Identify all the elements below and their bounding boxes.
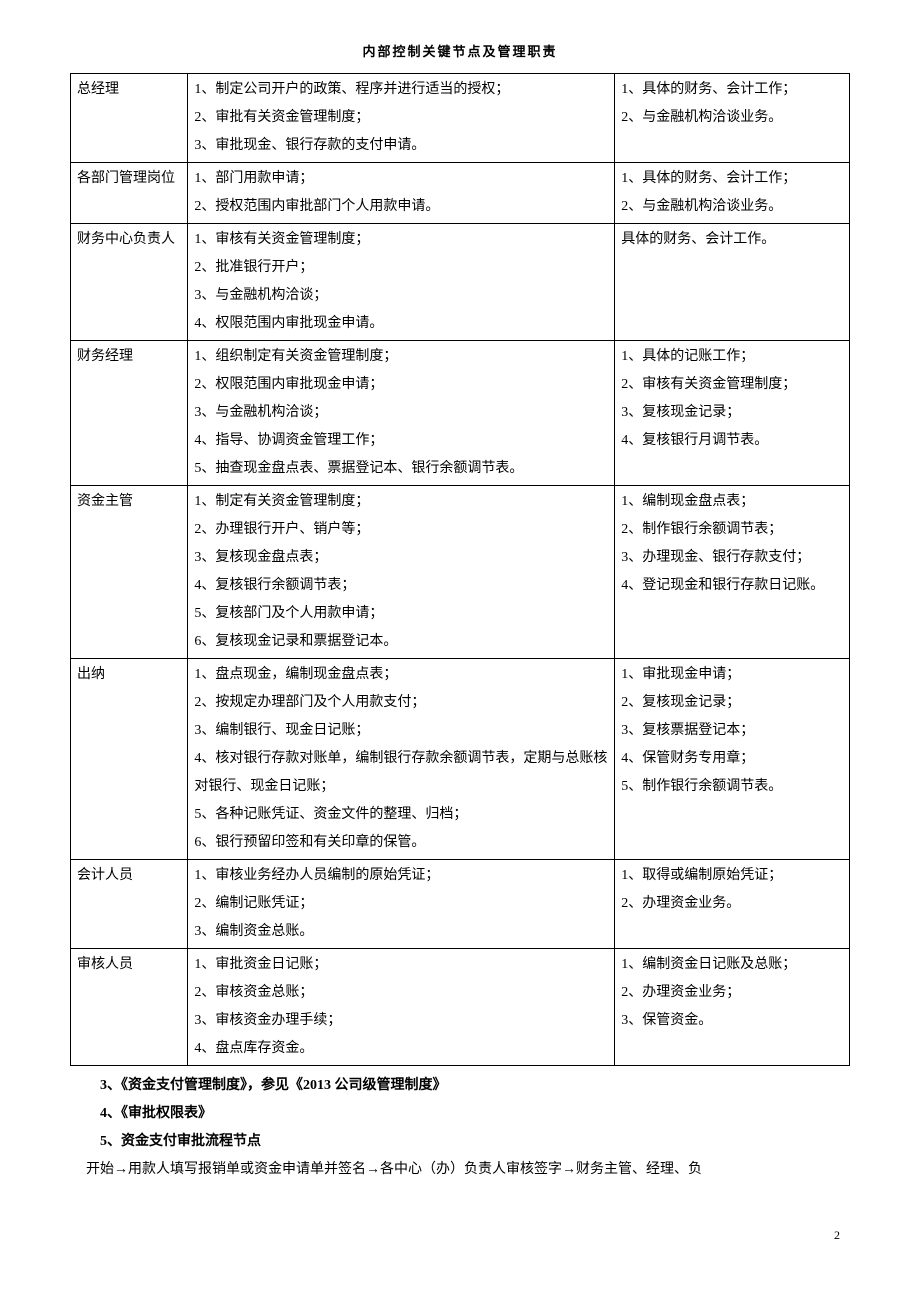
side-duties-cell: 1、审批现金申请；2、复核现金记录；3、复核票据登记本；4、保管财务专用章；5、…	[615, 658, 850, 859]
notes-section: 3、《资金支付管理制度》，参见《2013 公司级管理制度》4、《审批权限表》5、…	[70, 1072, 850, 1184]
duty-item: 3、复核票据登记本；	[621, 717, 843, 745]
duty-item: 1、取得或编制原始凭证；	[621, 862, 843, 890]
duty-item: 2、与金融机构洽谈业务。	[621, 193, 843, 221]
table-row: 资金主管1、制定有关资金管理制度；2、办理银行开户、销户等；3、复核现金盘点表；…	[71, 485, 850, 658]
duty-item: 4、核对银行存款对账单，编制银行存款余额调节表，定期与总账核对银行、现金日记账；	[194, 745, 608, 801]
side-duties-cell: 1、具体的财务、会计工作；2、与金融机构洽谈业务。	[615, 162, 850, 223]
duty-item: 6、银行预留印签和有关印章的保管。	[194, 829, 608, 857]
duty-item: 4、盘点库存资金。	[194, 1035, 608, 1063]
note-line: 开始→用款人填写报销单或资金申请单并签名→各中心（办）负责人审核签字→财务主管、…	[86, 1156, 850, 1184]
duty-item: 3、保管资金。	[621, 1007, 843, 1035]
duty-item: 2、编制记账凭证；	[194, 890, 608, 918]
duty-item: 6、复核现金记录和票据登记本。	[194, 628, 608, 656]
responsibility-table: 总经理1、制定公司开户的政策、程序并进行适当的授权；2、审批有关资金管理制度；3…	[70, 73, 850, 1066]
duty-item: 2、批准银行开户；	[194, 254, 608, 282]
duty-item: 1、制定有关资金管理制度；	[194, 488, 608, 516]
duty-item: 1、具体的财务、会计工作；	[621, 76, 843, 104]
main-duties-cell: 1、组织制定有关资金管理制度；2、权限范围内审批现金申请；3、与金融机构洽谈；4…	[188, 340, 615, 485]
document-title: 内部控制关键节点及管理职责	[70, 40, 850, 65]
duty-item: 2、复核现金记录；	[621, 689, 843, 717]
table-row: 出纳1、盘点现金，编制现金盘点表；2、按规定办理部门及个人用款支付；3、编制银行…	[71, 658, 850, 859]
main-duties-cell: 1、审批资金日记账；2、审核资金总账；3、审核资金办理手续；4、盘点库存资金。	[188, 948, 615, 1065]
table-row: 会计人员1、审核业务经办人员编制的原始凭证；2、编制记账凭证；3、编制资金总账。…	[71, 859, 850, 948]
main-duties-cell: 1、制定有关资金管理制度；2、办理银行开户、销户等；3、复核现金盘点表；4、复核…	[188, 485, 615, 658]
duty-item: 2、办理资金业务；	[621, 979, 843, 1007]
table-row: 审核人员1、审批资金日记账；2、审核资金总账；3、审核资金办理手续；4、盘点库存…	[71, 948, 850, 1065]
role-cell: 各部门管理岗位	[71, 162, 188, 223]
duty-item: 5、抽查现金盘点表、票据登记本、银行余额调节表。	[194, 455, 608, 483]
duty-item: 3、与金融机构洽谈；	[194, 399, 608, 427]
duty-item: 1、具体的财务、会计工作；	[621, 165, 843, 193]
duty-item: 3、编制银行、现金日记账；	[194, 717, 608, 745]
duty-item: 2、办理银行开户、销户等；	[194, 516, 608, 544]
duty-item: 1、编制资金日记账及总账；	[621, 951, 843, 979]
main-duties-cell: 1、制定公司开户的政策、程序并进行适当的授权；2、审批有关资金管理制度；3、审批…	[188, 73, 615, 162]
duty-item: 4、复核银行月调节表。	[621, 427, 843, 455]
main-duties-cell: 1、审核有关资金管理制度；2、批准银行开户；3、与金融机构洽谈；4、权限范围内审…	[188, 223, 615, 340]
main-duties-cell: 1、部门用款申请；2、授权范围内审批部门个人用款申请。	[188, 162, 615, 223]
duty-item: 4、保管财务专用章；	[621, 745, 843, 773]
duty-item: 1、审核有关资金管理制度；	[194, 226, 608, 254]
duty-item: 1、审核业务经办人员编制的原始凭证；	[194, 862, 608, 890]
duty-item: 3、编制资金总账。	[194, 918, 608, 946]
table-row: 各部门管理岗位1、部门用款申请；2、授权范围内审批部门个人用款申请。1、具体的财…	[71, 162, 850, 223]
table-row: 财务中心负责人1、审核有关资金管理制度；2、批准银行开户；3、与金融机构洽谈；4…	[71, 223, 850, 340]
duty-item: 2、审批有关资金管理制度；	[194, 104, 608, 132]
duty-item: 3、审核资金办理手续；	[194, 1007, 608, 1035]
main-duties-cell: 1、审核业务经办人员编制的原始凭证；2、编制记账凭证；3、编制资金总账。	[188, 859, 615, 948]
duty-item: 3、与金融机构洽谈；	[194, 282, 608, 310]
side-duties-cell: 1、具体的记账工作；2、审核有关资金管理制度；3、复核现金记录；4、复核银行月调…	[615, 340, 850, 485]
duty-item: 4、指导、协调资金管理工作；	[194, 427, 608, 455]
duty-item: 4、复核银行余额调节表；	[194, 572, 608, 600]
duty-item: 3、审批现金、银行存款的支付申请。	[194, 132, 608, 160]
role-cell: 会计人员	[71, 859, 188, 948]
table-row: 总经理1、制定公司开户的政策、程序并进行适当的授权；2、审批有关资金管理制度；3…	[71, 73, 850, 162]
duty-item: 具体的财务、会计工作。	[621, 226, 843, 254]
duty-item: 2、审核资金总账；	[194, 979, 608, 1007]
duty-item: 5、各种记账凭证、资金文件的整理、归档；	[194, 801, 608, 829]
side-duties-cell: 具体的财务、会计工作。	[615, 223, 850, 340]
side-duties-cell: 1、具体的财务、会计工作；2、与金融机构洽谈业务。	[615, 73, 850, 162]
note-line: 4、《审批权限表》	[100, 1100, 850, 1128]
duty-item: 2、审核有关资金管理制度；	[621, 371, 843, 399]
role-cell: 财务中心负责人	[71, 223, 188, 340]
duty-item: 4、登记现金和银行存款日记账。	[621, 572, 843, 600]
side-duties-cell: 1、编制资金日记账及总账；2、办理资金业务；3、保管资金。	[615, 948, 850, 1065]
note-line: 3、《资金支付管理制度》，参见《2013 公司级管理制度》	[100, 1072, 850, 1100]
duty-item: 1、部门用款申请；	[194, 165, 608, 193]
duty-item: 1、盘点现金，编制现金盘点表；	[194, 661, 608, 689]
role-cell: 资金主管	[71, 485, 188, 658]
role-cell: 出纳	[71, 658, 188, 859]
duty-item: 4、权限范围内审批现金申请。	[194, 310, 608, 338]
side-duties-cell: 1、取得或编制原始凭证；2、办理资金业务。	[615, 859, 850, 948]
duty-item: 3、复核现金记录；	[621, 399, 843, 427]
duty-item: 2、办理资金业务。	[621, 890, 843, 918]
duty-item: 5、制作银行余额调节表。	[621, 773, 843, 801]
duty-item: 2、制作银行余额调节表；	[621, 516, 843, 544]
duty-item: 2、与金融机构洽谈业务。	[621, 104, 843, 132]
duty-item: 3、办理现金、银行存款支付；	[621, 544, 843, 572]
duty-item: 1、制定公司开户的政策、程序并进行适当的授权；	[194, 76, 608, 104]
table-row: 财务经理1、组织制定有关资金管理制度；2、权限范围内审批现金申请；3、与金融机构…	[71, 340, 850, 485]
page-number: 2	[70, 1224, 850, 1247]
duty-item: 3、复核现金盘点表；	[194, 544, 608, 572]
side-duties-cell: 1、编制现金盘点表；2、制作银行余额调节表；3、办理现金、银行存款支付；4、登记…	[615, 485, 850, 658]
duty-item: 1、审批现金申请；	[621, 661, 843, 689]
duty-item: 2、授权范围内审批部门个人用款申请。	[194, 193, 608, 221]
duty-item: 1、编制现金盘点表；	[621, 488, 843, 516]
role-cell: 总经理	[71, 73, 188, 162]
duty-item: 5、复核部门及个人用款申请；	[194, 600, 608, 628]
duty-item: 1、具体的记账工作；	[621, 343, 843, 371]
duty-item: 1、组织制定有关资金管理制度；	[194, 343, 608, 371]
duty-item: 2、按规定办理部门及个人用款支付；	[194, 689, 608, 717]
duty-item: 2、权限范围内审批现金申请；	[194, 371, 608, 399]
duty-item: 1、审批资金日记账；	[194, 951, 608, 979]
main-duties-cell: 1、盘点现金，编制现金盘点表；2、按规定办理部门及个人用款支付；3、编制银行、现…	[188, 658, 615, 859]
role-cell: 审核人员	[71, 948, 188, 1065]
note-line: 5、资金支付审批流程节点	[100, 1128, 850, 1156]
role-cell: 财务经理	[71, 340, 188, 485]
